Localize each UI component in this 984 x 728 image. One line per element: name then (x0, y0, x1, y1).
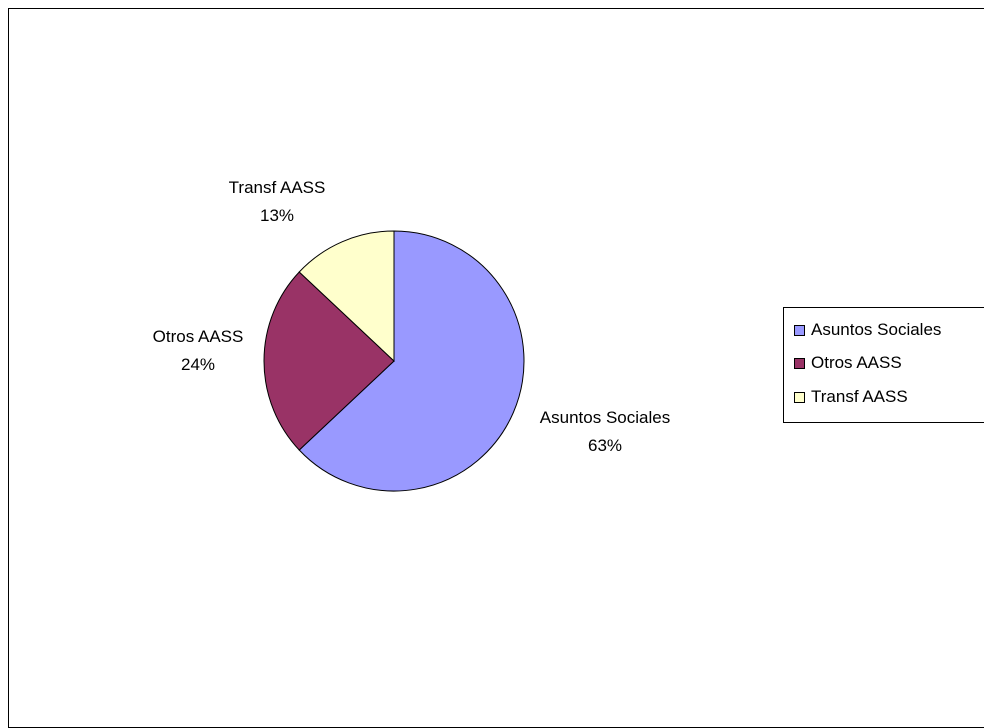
legend-swatch (794, 391, 805, 403)
slice-label-percent: 24% (181, 355, 215, 374)
slice-label-category: Otros AASS (153, 327, 244, 346)
legend-swatch (794, 357, 805, 369)
legend-item-otros-aass: Otros AASS (794, 353, 902, 373)
pie-slices (263, 230, 525, 492)
slice-label-category: Transf AASS (229, 178, 326, 197)
legend-label: Otros AASS (811, 353, 902, 372)
slice-label-percent: 13% (260, 206, 294, 225)
pie-slice-otros-aass (263, 271, 395, 451)
legend-label: Transf AASS (811, 387, 908, 406)
pie-chart: Asuntos Sociales 63% Otros AASS 24% Transf A… (153, 178, 671, 492)
pie-slice-transf-aass (298, 230, 395, 363)
slice-label-percent: 63% (588, 436, 622, 455)
slice-labels: Asuntos Sociales 63% Otros AASS 24% Transf A… (153, 178, 671, 455)
legend-label: Asuntos Sociales (811, 320, 942, 339)
legend: Asuntos Sociales Otros AASS Transf AASS (783, 307, 984, 423)
legend-swatch (794, 324, 805, 336)
pie-slice-asuntos-sociales (298, 230, 525, 492)
slice-label-category: Asuntos Sociales (540, 408, 670, 427)
legend-item-transf-aass: Transf AASS (794, 387, 908, 407)
legend-item-asuntos-sociales: Asuntos Sociales (794, 320, 941, 340)
